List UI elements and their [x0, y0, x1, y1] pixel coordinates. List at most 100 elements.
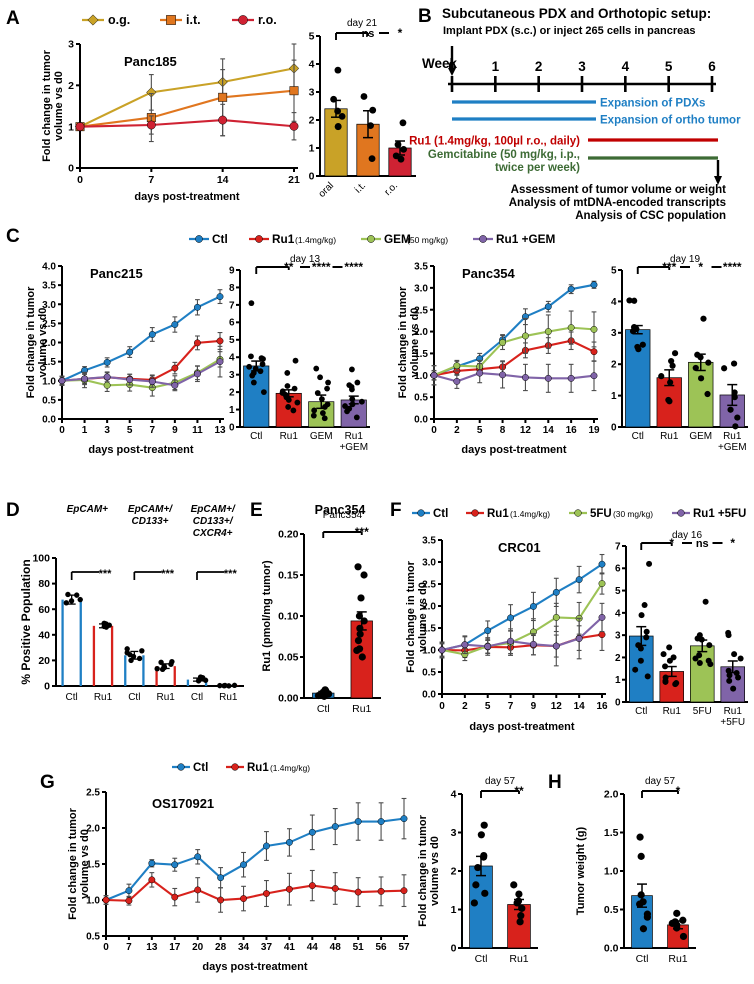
x-axis-label: days post-treatment: [461, 444, 566, 456]
data-point: [360, 571, 368, 579]
bar-group: [92, 620, 114, 686]
data-point: [260, 389, 267, 396]
data-point: [643, 628, 650, 635]
data-point: [353, 646, 361, 655]
chart-title: Panc185: [124, 54, 177, 69]
significance-marker: ***: [99, 568, 113, 580]
x-tick-label: 11: [192, 425, 203, 436]
data-point: [666, 644, 673, 651]
data-point: [639, 341, 646, 348]
y-tick-label: 3.0: [414, 283, 428, 294]
legend-label: r.o.: [258, 13, 277, 27]
significance-marker: ***: [662, 260, 676, 274]
x-tick-label: 7: [508, 701, 514, 712]
y-tick-label: 4: [309, 58, 315, 70]
panel-f-bar: 0 1 2 3 4 5 6 7 day 16 Ctl Ru1 5FU Ru1 +5FU * ns *: [608, 522, 752, 740]
panel-a-line-chart: 0 1 2 3 0 7 14 21 Panc185 days post-treatment Fold…: [24, 10, 304, 210]
data-point: [637, 891, 645, 899]
data-point: [632, 666, 639, 673]
y-tick-label: 2.5: [42, 319, 56, 330]
bar-group: [308, 365, 335, 428]
x-tick-label: 28: [215, 942, 227, 953]
y-tick-label: 1: [615, 675, 621, 686]
y-tick-label: 2.5: [414, 305, 428, 316]
data-point: [394, 141, 402, 149]
data-point: [246, 363, 253, 370]
bar: [507, 904, 531, 949]
data-point: [673, 924, 681, 932]
chart-title: day 57: [485, 776, 515, 787]
x-tick-label: 57: [398, 942, 410, 953]
timeline-bar-label-gem-2: twice per week): [495, 162, 580, 174]
y-tick-label: 5: [309, 30, 315, 42]
bar-group: [388, 119, 412, 177]
y-tick-label: 0: [611, 422, 617, 433]
data-point: [338, 112, 346, 120]
x-tick-label: 5: [485, 701, 491, 712]
data-point: [360, 93, 368, 100]
y-tick-label: 1.5: [86, 860, 100, 871]
y-tick-label: 0.5: [414, 393, 428, 404]
data-point: [314, 390, 321, 396]
significance-marker: *: [669, 536, 674, 550]
legend-label: o.g.: [108, 13, 130, 27]
data-point: [334, 123, 342, 131]
y-tick-label: 3: [68, 39, 74, 51]
data-point: [349, 386, 355, 393]
data-point: [731, 389, 738, 396]
y-tick-label: 0.0: [42, 415, 56, 426]
series-ru1--gem: [58, 345, 224, 392]
data-point: [641, 602, 648, 609]
y-tick-label: 8: [229, 283, 235, 294]
legend-label: Ctl: [433, 508, 448, 520]
y-tick-label: 0.5: [604, 904, 619, 916]
y-tick-label: 1: [451, 904, 457, 916]
y-tick-label: 7: [229, 300, 235, 311]
legend-item-3: Ru1 +GEM: [473, 232, 555, 246]
data-point: [696, 660, 703, 666]
legend-item-0: Ctl: [172, 762, 208, 774]
data-point: [643, 913, 651, 921]
x-tick-label: 16: [566, 425, 578, 436]
series-ru1: [102, 869, 408, 913]
data-point: [285, 404, 292, 410]
legend-sublabel: (50 mg/kg): [407, 235, 448, 245]
data-point: [284, 370, 291, 376]
data-point: [334, 107, 342, 115]
y-tick-label: 5: [611, 265, 617, 276]
data-point: [392, 152, 400, 160]
legend-item-0: Ctl: [412, 508, 448, 520]
data-point: [730, 360, 738, 367]
data-point: [697, 354, 704, 361]
data-point: [248, 353, 254, 360]
data-point: [637, 657, 644, 664]
data-point: [353, 414, 360, 421]
data-point: [517, 912, 525, 920]
data-point: [136, 655, 143, 662]
legend-label: 5FU: [590, 508, 612, 520]
data-point: [356, 624, 364, 632]
bar: [469, 865, 493, 949]
y-tick-label: 3: [229, 370, 235, 381]
y-tick-label: 3.0: [422, 558, 436, 569]
data-point: [319, 396, 325, 402]
y-tick-label: 100: [32, 553, 50, 565]
data-point: [707, 661, 714, 668]
y-tick-label: 1: [611, 391, 617, 402]
y-axis-label: Fold change in tumor: [417, 814, 429, 927]
y-tick-label: 3: [611, 328, 617, 339]
y-axis-label-2: volume vs d0: [429, 836, 441, 906]
category-label: Ctl: [191, 692, 203, 703]
chart-title: OS170921: [152, 796, 214, 811]
x-tick-label: 7: [126, 942, 132, 953]
legend-sublabel: (30 mg/kg): [613, 509, 653, 519]
legend-label: Ru1: [487, 508, 509, 520]
significance-marker: ***: [161, 568, 175, 580]
data-point: [472, 881, 480, 889]
x-tick-label: 41: [284, 942, 296, 953]
bar-group: [631, 833, 653, 949]
legend-label: Ctl: [212, 232, 228, 246]
y-tick-label: 3.5: [422, 536, 436, 547]
y-tick-label: 0.5: [86, 932, 100, 943]
x-tick-label: 13: [214, 425, 226, 436]
